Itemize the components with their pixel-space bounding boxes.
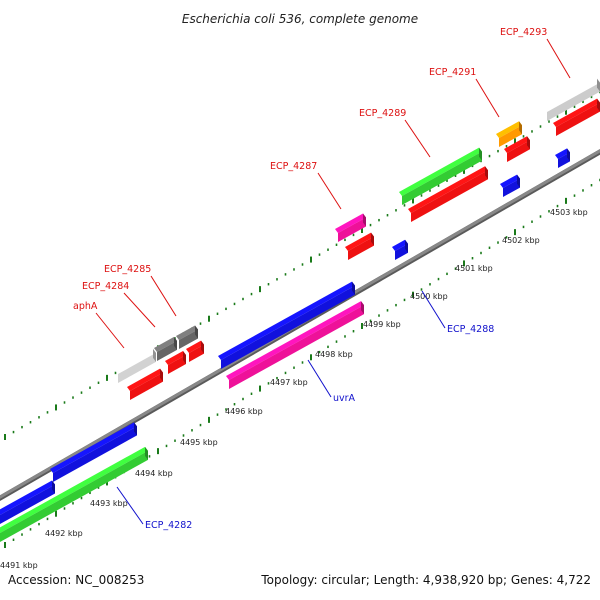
gene-label-ECP_4287: ECP_4287 xyxy=(270,161,317,172)
gene-bar-ECP_4284 xyxy=(154,336,177,361)
label-leader-line xyxy=(317,172,342,210)
gene-label-ECP_4289: ECP_4289 xyxy=(359,108,406,119)
gene-bar-ECP_4285 xyxy=(176,325,198,349)
kbp-tick-label: 4494 kbp xyxy=(135,469,173,478)
label-leader-line xyxy=(95,312,125,349)
gene-label-ECP_4284: ECP_4284 xyxy=(82,281,129,292)
gene-label-ECP_4285: ECP_4285 xyxy=(104,264,151,275)
gene-label-ECP_4288: ECP_4288 xyxy=(447,324,494,335)
tick-row-bottom xyxy=(4,178,600,548)
gene-label-aphA: aphA xyxy=(73,301,98,312)
kbp-tick-label: 4500 kbp xyxy=(410,292,448,301)
label-leader-line xyxy=(546,38,571,79)
label-leader-line xyxy=(475,78,500,118)
kbp-tick-label: 4492 kbp xyxy=(45,529,83,538)
gene-bar-green xyxy=(0,446,148,542)
gene-bar-pink xyxy=(226,301,364,389)
label-leader-line xyxy=(116,486,144,525)
label-leader-line xyxy=(123,292,156,328)
gene-bar-blue xyxy=(0,480,55,524)
gene-bar-red xyxy=(408,166,488,222)
gene-bar-red xyxy=(553,98,600,136)
gene-label-uvrA: uvrA xyxy=(333,393,356,404)
label-leader-line xyxy=(150,275,177,317)
label-leader-line xyxy=(307,359,332,398)
gene-bar-red xyxy=(186,340,204,362)
gene-bar-ECP_4288 xyxy=(392,239,408,260)
kbp-tick-label: 4501 kbp xyxy=(455,264,493,273)
gene-bar-red xyxy=(504,136,530,162)
accession-text: Accession: NC_008253 xyxy=(8,573,145,587)
kbp-tick-label: 4499 kbp xyxy=(363,320,401,329)
tick-rows: 4491 kbp 4492 kbp 4493 kbp 4494 kbp 4495 kbp… xyxy=(0,90,600,570)
gene-labels: aphA ECP_4284 ECP_4285 ECP_4287 ECP_4289 ECP_… xyxy=(73,27,571,531)
gene-bar-red xyxy=(165,351,186,374)
gene-bar-red xyxy=(127,368,163,400)
kbp-tick-label: 4497 kbp xyxy=(270,378,308,387)
kbp-tick-label: 4495 kbp xyxy=(180,438,218,447)
gene-label-ECP_4293: ECP_4293 xyxy=(500,27,547,38)
map-title: Escherichia coli 536, complete genome xyxy=(182,12,418,26)
gene-label-ECP_4291: ECP_4291 xyxy=(429,67,476,78)
gene-label-ECP_4282: ECP_4282 xyxy=(145,520,192,531)
kbp-tick-label: 4503 kbp xyxy=(550,208,588,217)
kbp-tick-label: 4502 kbp xyxy=(502,236,540,245)
kbp-tick-label: 4498 kbp xyxy=(315,350,353,359)
gene-bar-blue xyxy=(500,174,520,197)
topology-text: Topology: circular; Length: 4,938,920 bp… xyxy=(261,573,591,587)
gene-bar-ECP_4282 xyxy=(50,422,137,482)
gene-bar-blue xyxy=(555,148,570,168)
gene-bar-ECP_4291 xyxy=(496,121,522,147)
gene-bar-ECP_4289 xyxy=(399,147,482,205)
gene-features xyxy=(0,78,600,542)
tick-row-top xyxy=(4,90,600,440)
label-leader-line xyxy=(421,290,446,329)
gene-bar-ECP_4293 xyxy=(544,78,600,121)
gene-bar-red xyxy=(345,232,374,260)
kbp-tick-label: 4491 kbp xyxy=(0,561,38,570)
gene-bar-ECP_4287 xyxy=(335,213,366,242)
label-leader-line xyxy=(404,119,431,158)
gene-bar-aphA xyxy=(115,348,156,383)
kbp-tick-label: 4493 kbp xyxy=(90,499,128,508)
gene-bar-uvrA xyxy=(218,281,355,369)
kbp-tick-label: 4496 kbp xyxy=(225,407,263,416)
